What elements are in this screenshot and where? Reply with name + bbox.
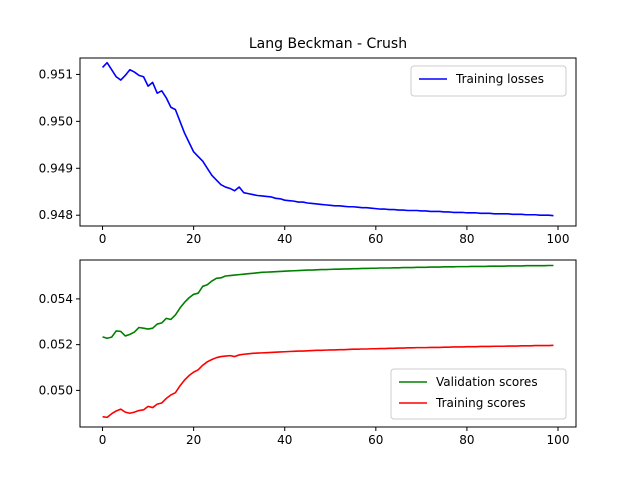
legend: Validation scores Training scores (390, 368, 567, 420)
y-tick-label: 0.052 (39, 338, 73, 352)
x-tick-label: 100 (547, 433, 570, 447)
legend-box (410, 65, 567, 97)
x-tick-label: 60 (368, 232, 383, 246)
y-tick-label: 0.949 (39, 161, 73, 175)
bottom-axes-scores: 0 20 40 60 80 100 0.050 0.052 0.054 Validation sc… (39, 259, 577, 447)
y-tick-label: 0.950 (39, 114, 73, 128)
x-tick-label: 20 (186, 433, 201, 447)
legend: Training losses (410, 65, 567, 97)
top-axes-training-losses: 0 20 40 60 80 100 0.948 0.949 0.950 0.951 Training… (39, 57, 577, 246)
y-tick-label: 0.948 (39, 208, 73, 222)
x-tick-label: 40 (277, 433, 292, 447)
legend-label-training-losses: Training losses (455, 72, 544, 86)
y-tick-label: 0.050 (39, 383, 73, 397)
x-tick-label: 60 (368, 433, 383, 447)
legend-label-training-scores: Training scores (435, 396, 526, 410)
y-tick-label: 0.951 (39, 67, 73, 81)
x-tick-label: 20 (186, 232, 201, 246)
x-tick-label: 0 (99, 433, 107, 447)
legend-label-validation-scores: Validation scores (436, 375, 538, 389)
top-axes-frame (79, 57, 577, 227)
training-scores-line (102, 344, 554, 419)
bottom-axes-frame (79, 259, 577, 428)
validation-scores-line (102, 264, 554, 340)
training-losses-line (101, 61, 554, 217)
x-tick-label: 80 (459, 232, 474, 246)
legend-box (390, 368, 567, 420)
y-tick-label: 0.054 (39, 292, 73, 306)
chart-title: Lang Beckman - Crush (249, 36, 407, 52)
x-tick-label: 80 (459, 433, 474, 447)
x-tick-label: 100 (547, 232, 570, 246)
x-tick-label: 0 (99, 232, 107, 246)
x-tick-label: 40 (277, 232, 292, 246)
